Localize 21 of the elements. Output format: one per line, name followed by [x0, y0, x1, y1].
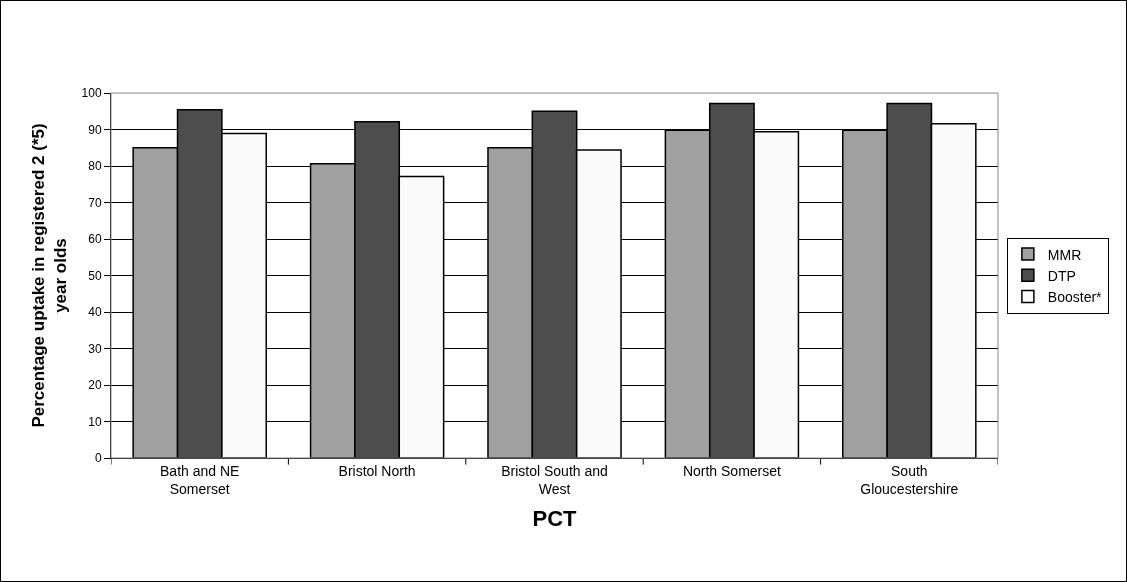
y-tick-label: 80	[88, 159, 102, 174]
y-tick-label: 90	[88, 122, 102, 137]
legend-label: DTP	[1047, 267, 1076, 284]
y-tick-label: 10	[88, 414, 102, 429]
x-axis-title: PCT	[532, 505, 578, 531]
y-axis-title: Percentage uptake in registered 2 (*5) year olds	[29, 123, 71, 428]
y-tick-label: 100	[81, 86, 102, 101]
y-tick-label: 30	[88, 341, 102, 356]
y-tick-label: 60	[88, 232, 102, 247]
x-tick-label: Bristol North	[338, 462, 416, 479]
x-tick-label: North Somerset	[682, 462, 782, 479]
legend-label: MMR	[1047, 246, 1082, 263]
x-tick-label: Bath and NE Somerset	[160, 462, 240, 497]
x-tick-label: Bristol South and West	[501, 462, 608, 497]
y-tick-label: 50	[88, 268, 102, 283]
y-tick-label: 20	[88, 378, 102, 393]
y-tick-label: 0	[94, 451, 102, 466]
y-tick-label: 70	[88, 195, 102, 210]
legend-label: Booster*	[1047, 288, 1103, 305]
y-tick-label: 40	[88, 305, 102, 320]
x-tick-label: South Gloucestershire	[860, 462, 959, 497]
